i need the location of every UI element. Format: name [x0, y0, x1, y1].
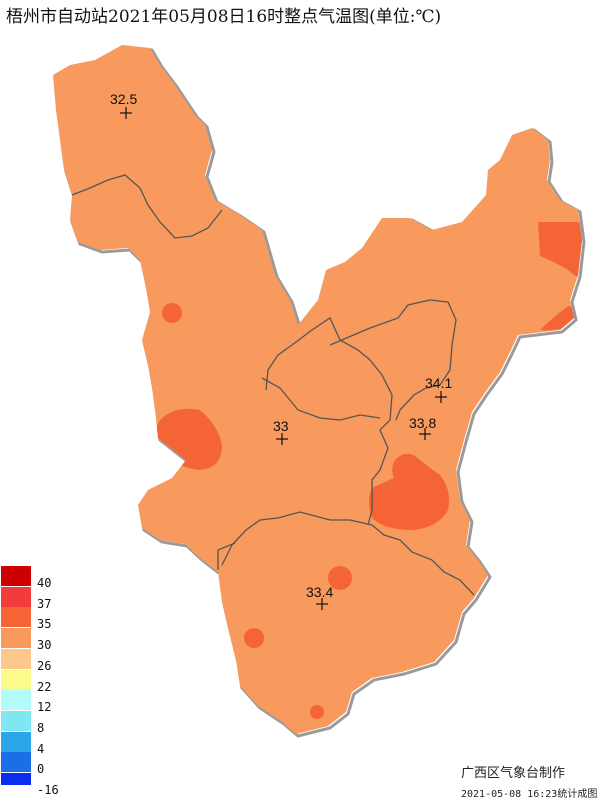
legend-label: 40	[37, 576, 52, 590]
county-border-mid	[261, 377, 381, 421]
legend-swatch	[1, 628, 31, 649]
footer-organization: 广西区气象台制作	[461, 766, 566, 781]
county-borders	[71, 174, 475, 596]
legend-label: 22	[37, 679, 52, 694]
legend-label: 26	[37, 658, 52, 673]
hot-zone-northeast	[538, 222, 582, 280]
legend-swatch	[1, 752, 31, 773]
hot-zone-far-south	[310, 705, 324, 719]
legend-swatch	[1, 731, 31, 752]
hot-zone-southwest	[244, 628, 264, 648]
legend-swatch	[1, 669, 31, 690]
hot-zone-west-small	[162, 303, 182, 323]
station-marker-east	[435, 391, 447, 403]
legend-label: 4	[37, 741, 45, 756]
legend-swatch	[1, 773, 31, 785]
hot-zone-south	[328, 566, 352, 590]
map-title: 梧州市自动站2021年05月08日16时整点气温图(单位:℃)	[6, 7, 442, 27]
county-border-southwest	[217, 542, 236, 570]
legend-label: 30	[37, 638, 52, 653]
legend-swatch	[1, 710, 31, 731]
station-marker-east-south	[419, 428, 431, 440]
footer-timestamp: 2021-05-08 16:23统计成图	[461, 789, 598, 800]
legend-label: -16	[37, 783, 59, 797]
station-value-east-south: 33.8	[409, 415, 436, 431]
county-border-east	[329, 299, 457, 421]
legend-swatch	[1, 690, 31, 711]
legend-swatch	[1, 607, 31, 628]
station-markers	[120, 107, 447, 610]
legend-label: 8	[37, 720, 45, 735]
county-border-south	[221, 511, 475, 596]
station-marker-center	[276, 433, 288, 445]
legend-label: 35	[37, 617, 52, 632]
legend-swatch	[1, 566, 31, 586]
county-border-central	[265, 317, 393, 526]
legend-swatch	[1, 586, 31, 607]
legend-label: 37	[37, 596, 52, 611]
legend-label: 0	[37, 762, 45, 777]
station-value-north: 32.5	[110, 91, 137, 107]
hot-zone-east-center	[369, 453, 449, 530]
station-value-south: 33.4	[306, 584, 333, 600]
station-value-east: 34.1	[425, 375, 452, 391]
station-marker-north	[120, 107, 132, 119]
hot-zones	[155, 222, 582, 719]
temperature-fill-30-35	[53, 45, 582, 734]
station-marker-south	[316, 598, 328, 610]
county-border-north	[71, 174, 223, 239]
station-value-center: 33	[273, 418, 289, 434]
legend-swatch	[1, 648, 31, 669]
legend-label: 12	[37, 700, 52, 715]
